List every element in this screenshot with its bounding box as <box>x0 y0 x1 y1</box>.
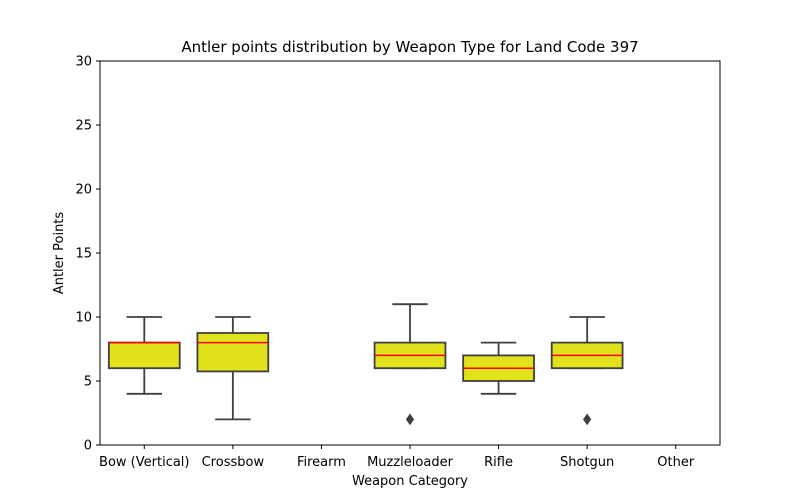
box-group <box>373 303 447 426</box>
y-tick-label: 30 <box>75 55 92 70</box>
plot-marks <box>107 303 624 426</box>
y-tick-label: 10 <box>75 311 92 326</box>
iqr-box <box>196 332 270 373</box>
y-tick-label: 15 <box>75 247 92 262</box>
x-tick-label: Shotgun <box>560 455 614 470</box>
outlier-point <box>583 413 592 426</box>
outlier-point <box>405 413 415 426</box>
y-axis: 0 5 10 15 20 25 30 <box>75 55 100 454</box>
iqr-box <box>107 341 181 370</box>
x-tick-label: Other <box>657 455 695 470</box>
x-axis: Bow (Vertical) Crossbow Firearm Muzzleloade… <box>99 445 695 470</box>
x-axis-label: Weapon Category <box>352 474 468 489</box>
x-tick-label: Bow (Vertical) <box>99 455 189 470</box>
x-tick-label: Firearm <box>297 455 346 470</box>
y-tick-label: 20 <box>75 183 92 198</box>
y-tick-label: 5 <box>84 375 92 390</box>
x-tick-label: Crossbow <box>202 455 265 470</box>
y-tick-label: 25 <box>75 119 92 134</box>
plot-frame <box>99 60 721 446</box>
y-axis-label: Antler Points <box>52 212 67 295</box>
box-group <box>107 316 181 395</box>
box-group <box>462 341 535 395</box>
box-group <box>550 316 624 426</box>
box-group <box>196 316 270 421</box>
x-tick-label: Muzzleloader <box>367 455 453 470</box>
x-tick-label: Rifle <box>484 455 513 470</box>
y-tick-label: 0 <box>84 439 92 454</box>
chart-title: Antler points distribution by Weapon Typ… <box>181 38 638 56</box>
